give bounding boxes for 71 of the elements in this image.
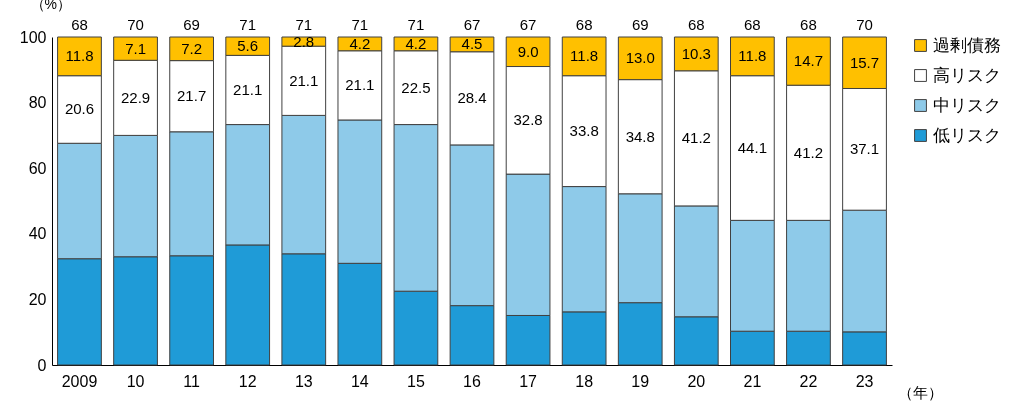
legend-label: 高リスク — [933, 65, 1001, 85]
data-label: 28.4 — [457, 89, 487, 107]
data-label: 20.6 — [64, 100, 95, 118]
data-label: 33.8 — [569, 122, 599, 140]
data-label: 10.3 — [681, 44, 711, 62]
x-tick-label: 16 — [463, 372, 481, 390]
text: 71 — [407, 16, 425, 33]
data-label: 11.8 — [65, 47, 94, 65]
data-label: 13.0 — [625, 49, 655, 67]
x-tick-label: 12 — [238, 372, 257, 390]
data-label: 21.1 — [289, 71, 319, 89]
y-tick-label: 60 — [28, 159, 47, 177]
x-tick-label: 21 — [743, 372, 762, 390]
text: 68 — [71, 16, 88, 33]
y-tick-label: 80 — [28, 94, 47, 112]
data-label: 22.5 — [401, 78, 431, 96]
x-tick-label: 23 — [855, 372, 874, 390]
x-tick-label: 18 — [575, 372, 594, 390]
data-label: 14.7 — [793, 52, 824, 70]
x-tick-label: 22 — [799, 372, 818, 390]
text: 71 — [239, 16, 257, 33]
text: 68 — [687, 16, 705, 33]
data-label: 41.2 — [681, 129, 711, 147]
data-label: 9.0 — [517, 42, 539, 60]
text: 71 — [295, 16, 313, 33]
text: 68 — [575, 16, 593, 33]
data-label: 2.8 — [293, 32, 315, 50]
text: 69 — [631, 16, 649, 33]
legend-label: 中リスク — [933, 95, 1001, 115]
text: 70 — [127, 16, 144, 33]
data-label: 4.2 — [349, 34, 371, 52]
x-tick-label: 10 — [126, 372, 145, 390]
data-label: 41.2 — [793, 143, 824, 161]
x-tick-label: 14 — [350, 372, 369, 390]
x-tick-label: 20 — [687, 372, 706, 390]
data-label: 44.1 — [737, 139, 767, 157]
data-label: 15.7 — [849, 53, 880, 71]
x-axis-title: （年） — [897, 383, 943, 401]
data-label: 21.1 — [345, 76, 375, 94]
x-tick-label: 13 — [294, 372, 313, 390]
data-label: 32.8 — [513, 111, 543, 129]
data-label: 21.7 — [177, 87, 207, 105]
text: 68 — [744, 16, 761, 33]
x-tick-label: 15 — [407, 372, 425, 390]
text: 70 — [856, 16, 873, 33]
y-tick-label: 20 — [28, 290, 47, 308]
text: 67 — [463, 16, 481, 33]
text: 69 — [183, 16, 200, 33]
x-tick-label: 17 — [519, 372, 538, 390]
data-label: 22.9 — [120, 88, 151, 106]
data-label: 5.6 — [237, 37, 259, 55]
y-tick-label: 100 — [19, 28, 47, 46]
data-label: 4.5 — [461, 35, 483, 53]
x-tick-label: 2009 — [61, 372, 98, 390]
x-tick-label: 11 — [183, 372, 201, 390]
y-tick-label: 0 — [37, 356, 47, 374]
data-label: 21.1 — [233, 80, 263, 98]
data-label: 11.8 — [570, 47, 599, 65]
data-label: 7.1 — [125, 39, 146, 57]
legend-label: 低リスク — [933, 125, 1001, 145]
data-label: 37.1 — [849, 140, 880, 158]
x-tick-label: 19 — [631, 372, 650, 390]
y-tick-label: 40 — [28, 225, 47, 243]
data-label: 7.2 — [181, 39, 203, 57]
data-label: 4.2 — [405, 34, 427, 52]
data-label: 34.8 — [625, 127, 655, 145]
text: 71 — [351, 16, 369, 33]
legend-label: 過剰債務 — [933, 35, 1001, 55]
data-label: 11.8 — [738, 47, 767, 65]
text: 67 — [519, 16, 537, 33]
text: 68 — [800, 16, 817, 33]
